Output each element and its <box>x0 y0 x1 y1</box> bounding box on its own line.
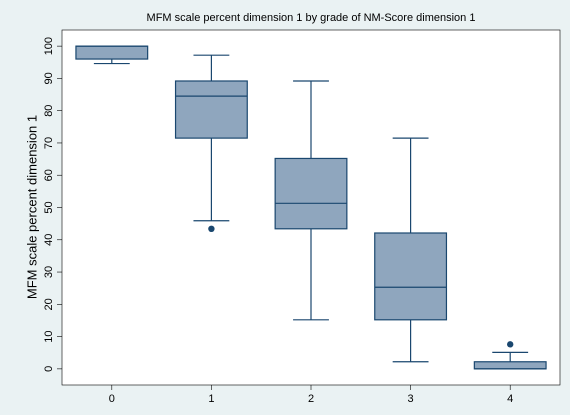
y-tick-label: 100 <box>43 37 55 55</box>
outlier <box>208 225 215 232</box>
y-tick-label: 0 <box>43 366 55 372</box>
box <box>274 157 348 230</box>
y-tick-label: 10 <box>43 330 55 342</box>
y-tick-label: 90 <box>43 72 55 84</box>
y-tick-label: 30 <box>43 266 55 278</box>
outlier <box>507 341 514 348</box>
y-axis-label: MFM scale percent dimension 1 <box>24 115 39 299</box>
box <box>75 45 149 60</box>
y-tick-label: 50 <box>43 201 55 213</box>
y-tick-label: 40 <box>43 234 55 246</box>
y-tick-label: 70 <box>43 137 55 149</box>
chart-title: MFM scale percent dimension 1 by grade o… <box>147 12 476 24</box>
x-tick-label: 0 <box>109 393 115 405</box>
x-tick-label: 1 <box>208 393 214 405</box>
x-tick-label: 4 <box>507 393 513 405</box>
y-tick-label: 60 <box>43 169 55 181</box>
y-tick-label: 80 <box>43 105 55 117</box>
y-tick-label: 20 <box>43 298 55 310</box>
box <box>473 361 547 370</box>
x-tick-label: 3 <box>408 393 414 405</box>
box <box>174 80 248 139</box>
x-tick-label: 2 <box>308 393 314 405</box>
box <box>374 232 448 321</box>
